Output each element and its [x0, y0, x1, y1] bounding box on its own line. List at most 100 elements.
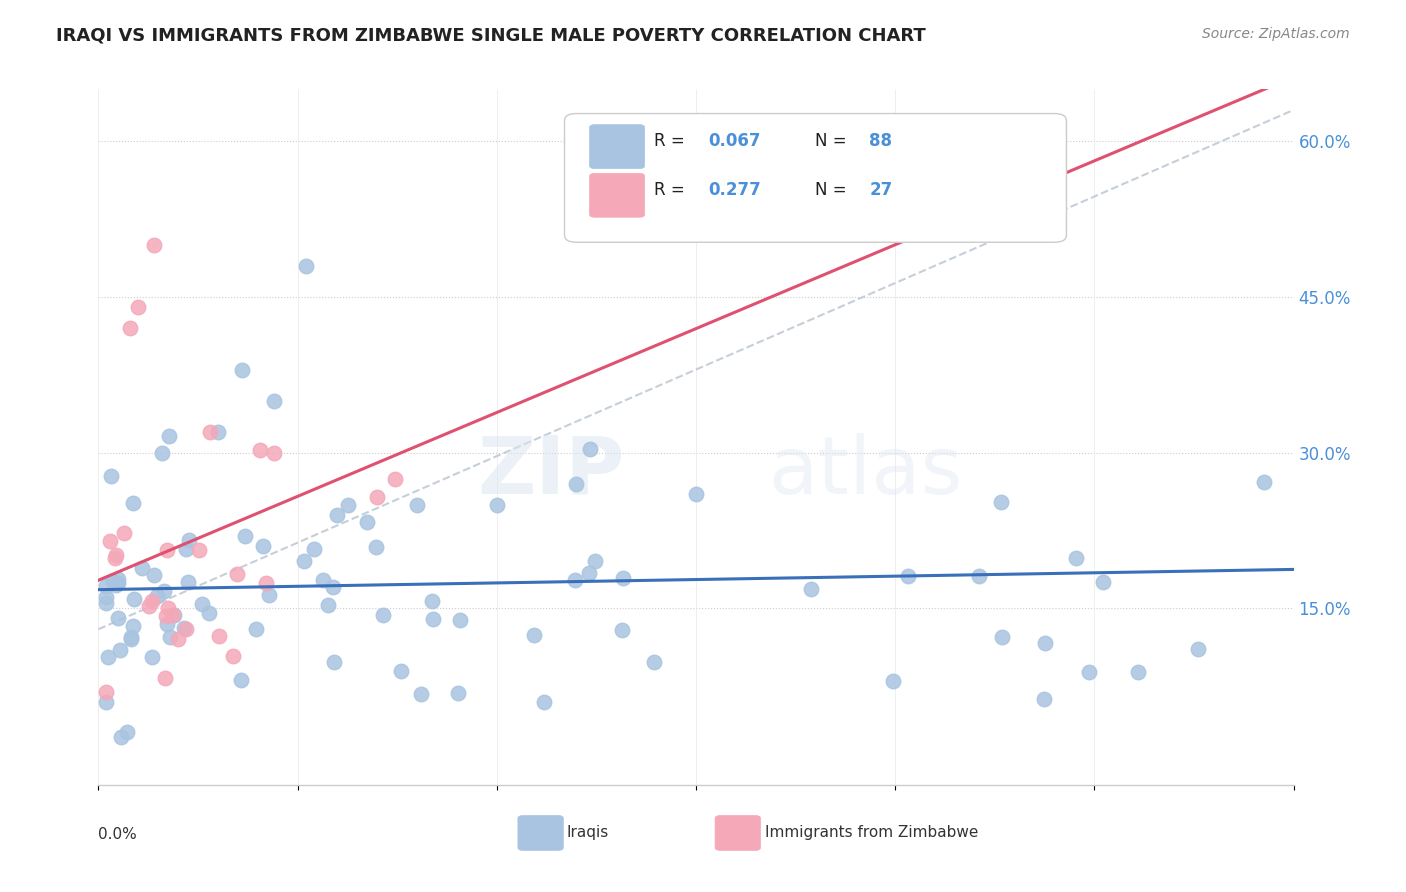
Point [311, 573, 333, 587]
Point [173, 622, 195, 636]
Point [138, 599, 160, 613]
Point [326, 508, 349, 522]
Point [1126, 665, 1149, 680]
Point [533, 695, 555, 709]
Point [110, 730, 132, 744]
Point [578, 566, 600, 580]
Point [366, 490, 388, 504]
Point [226, 567, 249, 582]
Point [108, 643, 131, 657]
Point [145, 589, 167, 603]
Text: 0.0%: 0.0% [98, 827, 138, 842]
Point [197, 606, 219, 620]
Point [882, 674, 904, 689]
Point [159, 630, 181, 644]
Point [96, 579, 118, 593]
Point [96, 596, 118, 610]
Point [96, 685, 118, 699]
FancyBboxPatch shape [589, 173, 644, 218]
Point [384, 472, 406, 486]
Point [112, 525, 135, 540]
Point [97, 650, 120, 665]
FancyBboxPatch shape [589, 125, 644, 169]
Text: N =: N = [815, 181, 852, 199]
Text: Immigrants from Zimbabwe: Immigrants from Zimbabwe [765, 825, 979, 839]
Point [163, 608, 186, 623]
FancyBboxPatch shape [517, 815, 564, 850]
Point [101, 574, 124, 588]
Text: Source: ZipAtlas.com: Source: ZipAtlas.com [1202, 27, 1350, 41]
Point [98, 533, 121, 548]
Point [252, 539, 274, 553]
Point [610, 623, 633, 637]
Text: atlas: atlas [768, 433, 962, 511]
Point [231, 362, 253, 376]
Point [800, 582, 823, 596]
Point [1091, 575, 1114, 590]
Point [120, 321, 142, 335]
Point [485, 498, 508, 512]
Point [155, 608, 177, 623]
Point [122, 496, 145, 510]
Point [120, 632, 142, 646]
Point [578, 442, 600, 456]
Point [191, 597, 214, 611]
Point [96, 591, 118, 605]
Point [105, 578, 128, 592]
Point [235, 529, 257, 543]
Text: 0.277: 0.277 [709, 181, 761, 199]
Point [177, 533, 200, 548]
Point [1187, 642, 1209, 657]
Point [263, 393, 285, 408]
Point [174, 541, 197, 556]
Point [422, 612, 444, 626]
Point [166, 632, 188, 646]
Point [1033, 636, 1056, 650]
Point [1033, 691, 1056, 706]
Point [523, 628, 546, 642]
Point [897, 569, 920, 583]
Point [967, 568, 990, 582]
Text: R =: R = [654, 132, 690, 151]
Point [263, 445, 285, 459]
Point [177, 574, 200, 589]
Point [156, 617, 179, 632]
Point [157, 429, 180, 443]
Point [198, 425, 221, 439]
Point [391, 664, 413, 678]
Point [229, 673, 252, 687]
Point [564, 573, 586, 587]
Point [292, 554, 315, 568]
Point [150, 445, 173, 459]
Text: 27: 27 [869, 181, 893, 199]
Point [141, 594, 163, 608]
Point [107, 572, 129, 586]
Point [221, 648, 243, 663]
Point [156, 543, 179, 558]
Point [364, 540, 387, 554]
Point [990, 495, 1012, 509]
Point [643, 656, 665, 670]
Text: 88: 88 [869, 132, 893, 151]
Point [208, 628, 231, 642]
Point [371, 608, 394, 623]
Point [131, 561, 153, 575]
Point [1078, 665, 1101, 680]
Text: R =: R = [654, 181, 690, 199]
Point [254, 575, 277, 590]
Point [991, 630, 1014, 644]
Point [356, 516, 378, 530]
Point [115, 725, 138, 739]
Point [316, 598, 339, 612]
FancyBboxPatch shape [716, 815, 761, 850]
Point [322, 655, 344, 669]
Point [207, 425, 229, 439]
Point [107, 575, 129, 590]
Text: Iraqis: Iraqis [567, 825, 609, 839]
Point [1064, 550, 1087, 565]
Point [156, 601, 179, 615]
Point [409, 687, 432, 701]
Text: ZIP: ZIP [477, 433, 624, 511]
Point [337, 498, 360, 512]
Text: 0.067: 0.067 [709, 132, 761, 151]
